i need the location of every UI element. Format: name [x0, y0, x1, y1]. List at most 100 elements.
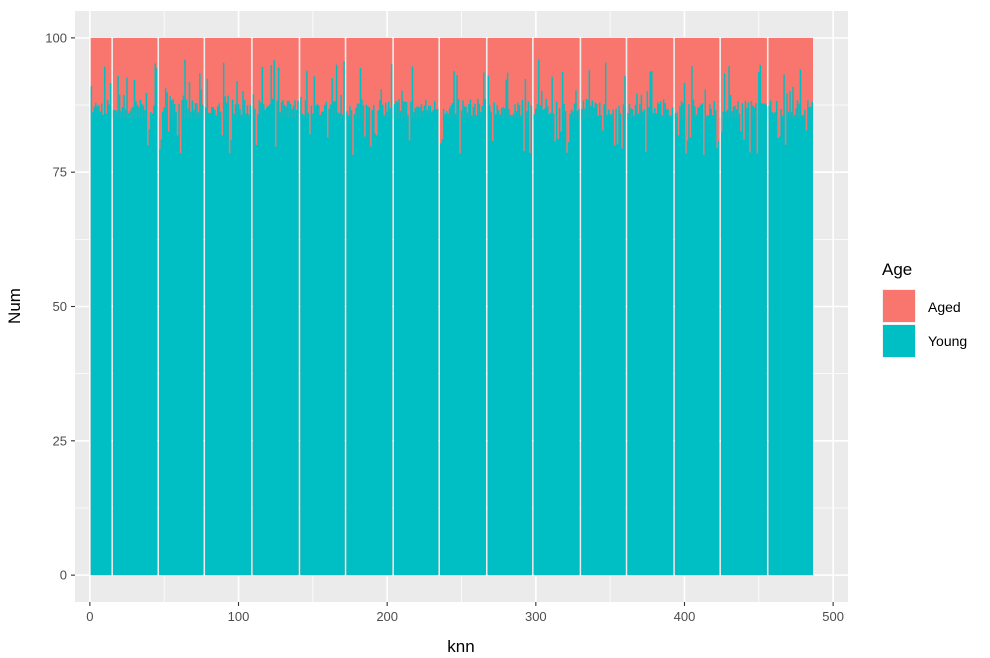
bar-young: [410, 101, 412, 119]
bar-young: [276, 100, 278, 119]
bar-aged-dip: [567, 117, 570, 143]
bar-young: [683, 82, 686, 119]
bar-aged-dip: [459, 117, 461, 154]
bar-young: [451, 102, 454, 119]
bar-young: [667, 109, 669, 119]
bar-young: [445, 111, 448, 119]
bar-young: [350, 110, 353, 119]
bar-young: [514, 104, 516, 119]
bar-young: [796, 100, 799, 119]
bar-young: [359, 67, 362, 119]
bar-young: [257, 114, 259, 119]
legend-label-young: Young: [928, 333, 967, 349]
bar-young: [622, 104, 625, 119]
bar-young: [435, 109, 437, 119]
bar-young: [425, 99, 427, 119]
bar-young: [713, 100, 715, 119]
bar-young: [182, 95, 185, 119]
y-axis-title: Num: [5, 288, 24, 324]
bar-young: [194, 103, 197, 119]
bar-young: [783, 74, 785, 119]
bar-young: [304, 100, 307, 119]
bar-young: [552, 113, 555, 119]
bar-aged-dip: [523, 117, 525, 152]
bar-aged-dip: [352, 117, 354, 155]
bar-young: [422, 110, 424, 119]
bar-aged-dip: [179, 117, 182, 154]
bar-young: [474, 103, 476, 119]
bar-young: [190, 111, 192, 119]
bar-young: [761, 103, 763, 119]
bar-young: [656, 102, 659, 119]
bar-aged-dip: [749, 117, 751, 153]
bar-young: [271, 98, 274, 119]
bar-young: [109, 82, 112, 119]
bar-young: [726, 109, 729, 119]
x-tick-label: 200: [376, 609, 398, 624]
bar-young: [383, 115, 385, 119]
bar-young: [377, 110, 379, 119]
bar-young: [313, 76, 316, 119]
bar-young: [538, 59, 540, 119]
bar-young: [450, 105, 452, 119]
bar-aged-dip: [309, 117, 311, 135]
bar-group-young: [159, 118, 204, 576]
bar-young: [558, 108, 561, 119]
bar-young: [808, 106, 811, 119]
bar-aged-dip: [689, 117, 692, 138]
bar-young: [90, 86, 93, 119]
bar-young: [460, 110, 463, 119]
bar-young: [448, 108, 451, 119]
bar-young: [572, 111, 574, 119]
bar-young: [714, 109, 717, 119]
legend-swatch-young: [883, 325, 915, 357]
bar-young: [775, 100, 778, 119]
bar-young: [161, 111, 164, 119]
bar-aged-dip: [408, 117, 411, 141]
bar-young: [704, 89, 707, 119]
bar-young: [648, 106, 650, 119]
bar-young: [728, 66, 730, 119]
bar-young: [515, 111, 518, 119]
bar-young: [169, 96, 171, 119]
bar-young: [321, 111, 323, 119]
bar-group-young: [627, 118, 674, 576]
bar-young: [310, 105, 313, 119]
bar-young: [793, 115, 796, 119]
bar-young: [692, 99, 695, 119]
bar-young: [205, 107, 207, 119]
bar-young: [453, 71, 455, 119]
bar-young: [135, 100, 137, 119]
bar-young: [661, 115, 663, 119]
bar-young: [163, 107, 165, 119]
bar-aged-dip: [230, 117, 232, 140]
bar-aged-dip: [601, 117, 604, 131]
bar-aged-dip: [777, 117, 779, 139]
bar-young: [381, 104, 384, 119]
bar-young: [92, 112, 94, 119]
bar-young: [506, 72, 509, 119]
bar-aged-dip: [778, 117, 781, 137]
bar-young: [753, 107, 756, 119]
bar-young: [737, 101, 739, 119]
bar-aged-dip: [167, 117, 170, 132]
bar-young: [799, 69, 802, 119]
bar-young: [178, 103, 180, 119]
bar-young: [646, 91, 649, 119]
bar-young: [393, 104, 396, 119]
bar-young: [787, 111, 790, 119]
bar-young: [494, 114, 497, 119]
bar-young: [682, 103, 684, 119]
bar-young: [747, 102, 750, 119]
bar-young: [524, 79, 527, 119]
bar-young: [600, 115, 602, 119]
bar-aged-dip: [374, 117, 377, 134]
bar-group-young: [581, 118, 626, 576]
bar-young: [365, 104, 368, 119]
bar-young: [219, 111, 222, 119]
bar-young: [153, 105, 155, 119]
bar-young: [610, 114, 613, 119]
bar-young: [665, 108, 668, 119]
bar-young: [319, 114, 322, 119]
bar-young: [301, 113, 304, 119]
